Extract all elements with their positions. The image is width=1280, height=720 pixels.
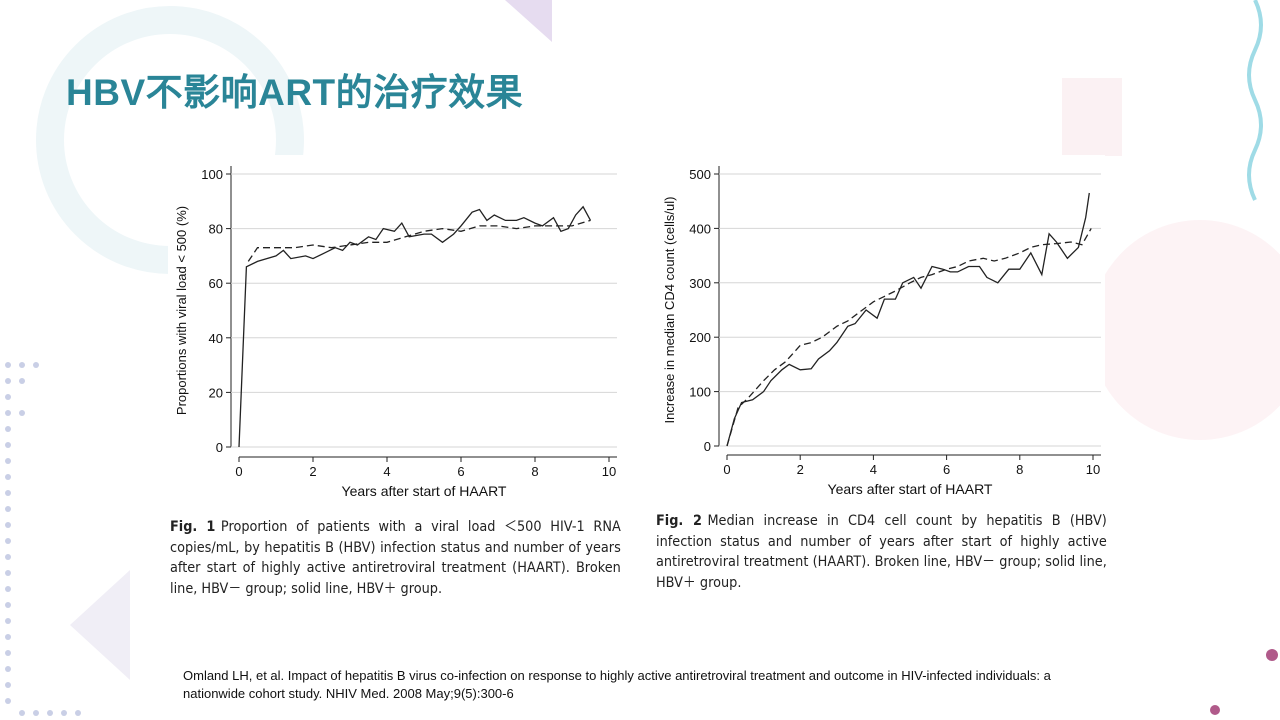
y-tick-label: 100 (689, 385, 711, 400)
x-tick-label: 2 (309, 464, 316, 479)
y-tick-label: 40 (209, 331, 223, 346)
line-series (238, 205, 592, 448)
caption-label: Fig. 1 (170, 519, 216, 535)
deco-block (1062, 78, 1122, 156)
y-axis-label: Increase in median CD4 count (cells/ul) (662, 197, 677, 424)
line-series (726, 192, 1090, 447)
x-tick-label: 4 (383, 464, 390, 479)
y-tick-label: 100 (201, 167, 223, 182)
reference: Omland LH, et al. Impact of hepatitis B … (183, 668, 1051, 701)
line-series (726, 228, 1092, 447)
x-tick-label: 6 (943, 462, 950, 477)
x-axis-label: Years after start of HAART (342, 483, 507, 499)
caption-text: Proportion of patients with a viral load… (170, 519, 621, 597)
x-tick-label: 10 (1086, 462, 1100, 477)
deco-wave (1247, 0, 1263, 201)
y-tick-label: 80 (209, 222, 223, 237)
deco-dots (5, 362, 81, 716)
x-axis-label: Years after start of HAART (828, 481, 993, 497)
x-tick-label: 4 (870, 462, 877, 477)
y-tick-label: 300 (689, 276, 711, 291)
caption: Fig. 2 Median increase in CD4 cell count … (656, 511, 1107, 593)
deco-circle (1090, 220, 1280, 440)
caption-label: Fig. 2 (656, 513, 702, 529)
x-tick-label: 6 (457, 464, 464, 479)
x-tick-label: 0 (723, 462, 730, 477)
y-tick-label: 0 (704, 439, 711, 454)
y-axis-label: Proportions with viral load < 500 (%) (174, 206, 189, 415)
slide-title: HBV不影响ART的治疗效果 (66, 72, 524, 113)
figure-panel (168, 155, 1105, 610)
deco-dot (1266, 649, 1278, 661)
deco-dot (1210, 705, 1220, 715)
y-tick-label: 400 (689, 221, 711, 236)
x-tick-label: 2 (797, 462, 804, 477)
x-tick-label: 8 (1016, 462, 1023, 477)
x-tick-label: 0 (235, 464, 242, 479)
x-tick-label: 8 (531, 464, 538, 479)
y-tick-label: 0 (216, 440, 223, 455)
caption: Fig. 1 Proportion of patients with a vira… (170, 517, 621, 599)
y-tick-label: 200 (689, 330, 711, 345)
deco-triangle (505, 0, 552, 42)
caption-text: Median increase in CD4 cell count by hep… (656, 513, 1107, 591)
deco-triangle (70, 570, 130, 680)
y-tick-label: 60 (209, 276, 223, 291)
y-tick-label: 20 (209, 385, 223, 400)
line-series (247, 219, 591, 262)
y-tick-label: 500 (689, 167, 711, 182)
x-tick-label: 10 (602, 464, 616, 479)
